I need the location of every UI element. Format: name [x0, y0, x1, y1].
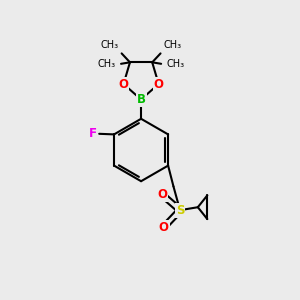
Text: S: S	[176, 204, 184, 217]
Text: B: B	[136, 93, 146, 106]
Text: CH₃: CH₃	[100, 40, 119, 50]
Text: O: O	[157, 188, 167, 201]
Text: CH₃: CH₃	[164, 40, 181, 50]
Text: O: O	[118, 77, 128, 91]
Text: F: F	[89, 127, 97, 140]
Text: CH₃: CH₃	[167, 59, 184, 69]
Text: O: O	[159, 221, 169, 234]
Text: CH₃: CH₃	[98, 59, 116, 69]
Text: O: O	[154, 77, 164, 91]
